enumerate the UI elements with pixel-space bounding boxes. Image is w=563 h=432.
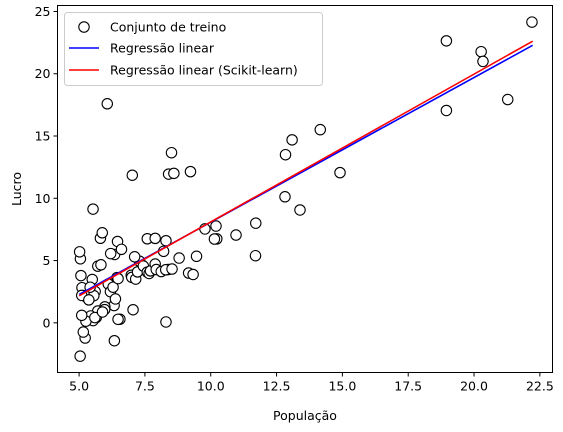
x-tick-label: 20.0 xyxy=(460,379,488,394)
data-point xyxy=(279,148,292,161)
data-point xyxy=(96,227,109,239)
data-point xyxy=(101,98,114,110)
data-point xyxy=(314,123,327,136)
data-point xyxy=(73,246,86,258)
data-point xyxy=(168,167,180,180)
plot-area xyxy=(73,16,538,362)
data-point xyxy=(230,229,242,241)
legend-marker-circle xyxy=(78,21,90,33)
data-point xyxy=(208,233,221,245)
x-tick-label: 22.5 xyxy=(526,379,554,394)
x-tick-label: 10.0 xyxy=(197,379,225,394)
data-point xyxy=(250,217,262,229)
x-tick-label: 17.5 xyxy=(394,379,422,394)
y-tick-label: 0 xyxy=(43,315,51,330)
data-point xyxy=(104,247,117,260)
legend-entry-sklearn: Regressão linear (Scikit-learn) xyxy=(69,63,298,78)
x-axis: 5.0 7.5 10.0 12.5 15.0 17.5 20.0 22.5 xyxy=(69,372,554,394)
data-point xyxy=(115,243,128,256)
data-point xyxy=(166,263,178,275)
data-point xyxy=(149,232,161,245)
data-point xyxy=(126,169,139,181)
x-tick-label: 15.0 xyxy=(328,379,356,394)
legend-entry-linear: Regressão linear xyxy=(69,41,215,56)
data-point xyxy=(160,316,172,328)
legend-label-sklearn: Regressão linear (Scikit-learn) xyxy=(110,63,298,78)
legend-label-training: Conjunto de treino xyxy=(110,20,226,35)
data-point xyxy=(128,251,141,263)
series-training-points xyxy=(73,16,538,362)
data-point xyxy=(74,350,86,362)
y-axis-label: Lucro xyxy=(9,172,24,206)
data-point xyxy=(294,204,306,216)
legend-frame xyxy=(64,12,323,86)
data-point xyxy=(210,220,222,232)
data-point xyxy=(107,281,119,293)
x-axis-label: População xyxy=(273,408,337,423)
data-point xyxy=(334,166,346,179)
legend: Conjunto de treino Regressão linear Regr… xyxy=(64,12,323,86)
data-point xyxy=(279,191,291,203)
data-point xyxy=(127,303,139,316)
data-point xyxy=(108,334,121,347)
y-tick-label: 25 xyxy=(35,4,51,19)
y-tick-label: 20 xyxy=(35,66,51,81)
data-point xyxy=(112,313,124,326)
data-point xyxy=(477,55,489,68)
data-point xyxy=(440,104,453,117)
legend-label-linear: Regressão linear xyxy=(110,41,215,56)
x-tick-label: 12.5 xyxy=(263,379,291,394)
data-point xyxy=(87,203,99,215)
axes-frame xyxy=(57,5,553,373)
data-point xyxy=(173,252,185,264)
data-point xyxy=(75,269,87,282)
data-point xyxy=(526,16,538,28)
x-tick-label: 5.0 xyxy=(69,379,89,394)
data-point xyxy=(249,249,262,262)
y-axis: 0 5 10 15 20 25 xyxy=(35,4,58,330)
x-tick-label: 7.5 xyxy=(135,379,155,394)
data-point xyxy=(440,35,453,47)
data-point xyxy=(165,146,178,159)
data-point xyxy=(501,93,514,106)
data-point xyxy=(184,165,197,178)
data-point xyxy=(96,306,109,318)
data-point xyxy=(109,293,122,305)
data-point xyxy=(190,250,203,263)
data-point xyxy=(75,309,88,322)
data-point xyxy=(83,294,95,306)
data-point xyxy=(77,326,90,338)
data-point xyxy=(187,268,199,281)
legend-entry-training: Conjunto de treino xyxy=(78,20,226,35)
data-point xyxy=(95,259,107,271)
data-point xyxy=(475,45,487,58)
regression-line-red xyxy=(78,40,534,297)
data-point xyxy=(286,134,298,146)
y-tick-label: 15 xyxy=(35,129,51,144)
data-point xyxy=(89,311,101,324)
y-tick-label: 5 xyxy=(43,253,51,268)
y-tick-label: 10 xyxy=(35,191,51,206)
